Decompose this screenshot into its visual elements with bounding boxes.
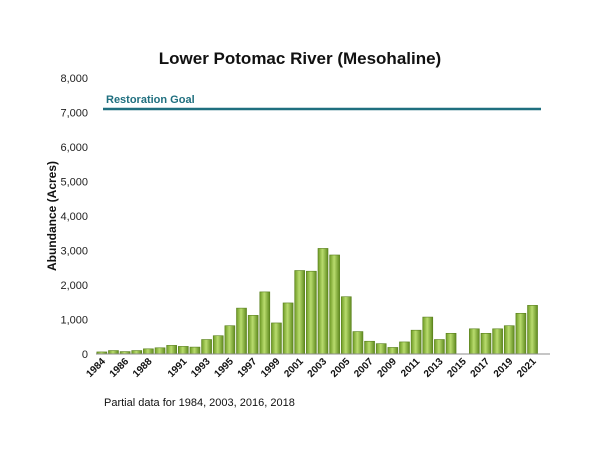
x-tick-label: 2011 bbox=[399, 356, 422, 379]
bar bbox=[306, 270, 317, 355]
bar bbox=[294, 270, 306, 355]
y-tick-label: 3,000 bbox=[60, 246, 88, 258]
bar bbox=[282, 302, 294, 355]
bar bbox=[189, 346, 201, 355]
bars bbox=[96, 248, 538, 355]
bar bbox=[480, 332, 492, 355]
bar bbox=[247, 315, 259, 355]
bar bbox=[422, 316, 434, 355]
bar bbox=[317, 248, 329, 355]
x-tick-label: 2017 bbox=[469, 356, 493, 380]
bar bbox=[515, 312, 527, 355]
bar bbox=[492, 328, 503, 355]
y-tick-label: 7,000 bbox=[60, 108, 88, 120]
chart-title: Lower Potomac River (Mesohaline) bbox=[159, 49, 441, 68]
y-tick-label: 8,000 bbox=[60, 73, 88, 85]
bar bbox=[224, 325, 236, 355]
partial-data-note: Partial data for 1984, 2003, 2016, 2018 bbox=[104, 397, 295, 409]
bar bbox=[131, 350, 143, 355]
y-tick-label: 5,000 bbox=[60, 177, 88, 189]
restoration-goal-label: Restoration Goal bbox=[106, 94, 195, 106]
bar bbox=[434, 339, 445, 355]
x-tick-label: 1997 bbox=[236, 356, 260, 380]
bar bbox=[503, 325, 515, 355]
y-tick-label: 6,000 bbox=[60, 142, 88, 154]
bar bbox=[178, 346, 189, 355]
x-tick-label: 2015 bbox=[445, 356, 469, 380]
bar bbox=[352, 331, 364, 355]
y-tick-label: 4,000 bbox=[60, 211, 88, 223]
x-tick-label: 2009 bbox=[375, 356, 399, 380]
x-tick-label: 1984 bbox=[84, 356, 108, 380]
x-tick-label: 1995 bbox=[212, 356, 236, 380]
x-tick-label: 1991 bbox=[166, 356, 190, 380]
x-tick-label: 2007 bbox=[352, 356, 376, 380]
bar bbox=[201, 339, 212, 355]
bar bbox=[469, 328, 480, 355]
x-tick-label: 2021 bbox=[515, 356, 539, 380]
x-tick-label: 2005 bbox=[329, 356, 353, 380]
bar bbox=[340, 296, 352, 355]
bar bbox=[212, 335, 224, 355]
x-tick-label: 2001 bbox=[282, 356, 306, 380]
bar bbox=[364, 340, 375, 355]
x-tick-label: 2019 bbox=[492, 356, 516, 380]
bar bbox=[410, 329, 422, 355]
x-tick-label: 2013 bbox=[422, 356, 446, 380]
bar bbox=[154, 347, 166, 355]
bar bbox=[166, 345, 177, 355]
bar bbox=[399, 341, 410, 355]
y-tick-labels: 0 1,000 2,000 3,000 4,000 5,000 6,000 7,000 8,00… bbox=[60, 73, 88, 361]
x-tick-labels: 1984 1986 1988 1991 1993 1995 1997 1999 2001 2003… bbox=[84, 356, 539, 380]
bar bbox=[329, 254, 340, 355]
y-tick-label: 2,000 bbox=[60, 280, 88, 292]
x-tick-label: 1999 bbox=[259, 356, 283, 380]
bar bbox=[259, 291, 271, 355]
y-axis-label: Abundance (Acres) bbox=[45, 161, 59, 271]
bar bbox=[375, 343, 387, 355]
x-tick-label: 1993 bbox=[189, 356, 213, 380]
bar bbox=[108, 350, 119, 355]
y-tick-label: 1,000 bbox=[60, 315, 88, 327]
bar bbox=[527, 305, 538, 355]
bar bbox=[143, 348, 154, 355]
x-tick-label: 2003 bbox=[306, 356, 330, 380]
bar bbox=[387, 347, 399, 355]
bar bbox=[236, 307, 247, 355]
x-tick-label: 1988 bbox=[131, 356, 155, 380]
x-tick-label: 1986 bbox=[108, 356, 132, 380]
bar bbox=[445, 332, 457, 355]
y-tick-label: 0 bbox=[82, 349, 88, 361]
bar bbox=[271, 322, 282, 355]
